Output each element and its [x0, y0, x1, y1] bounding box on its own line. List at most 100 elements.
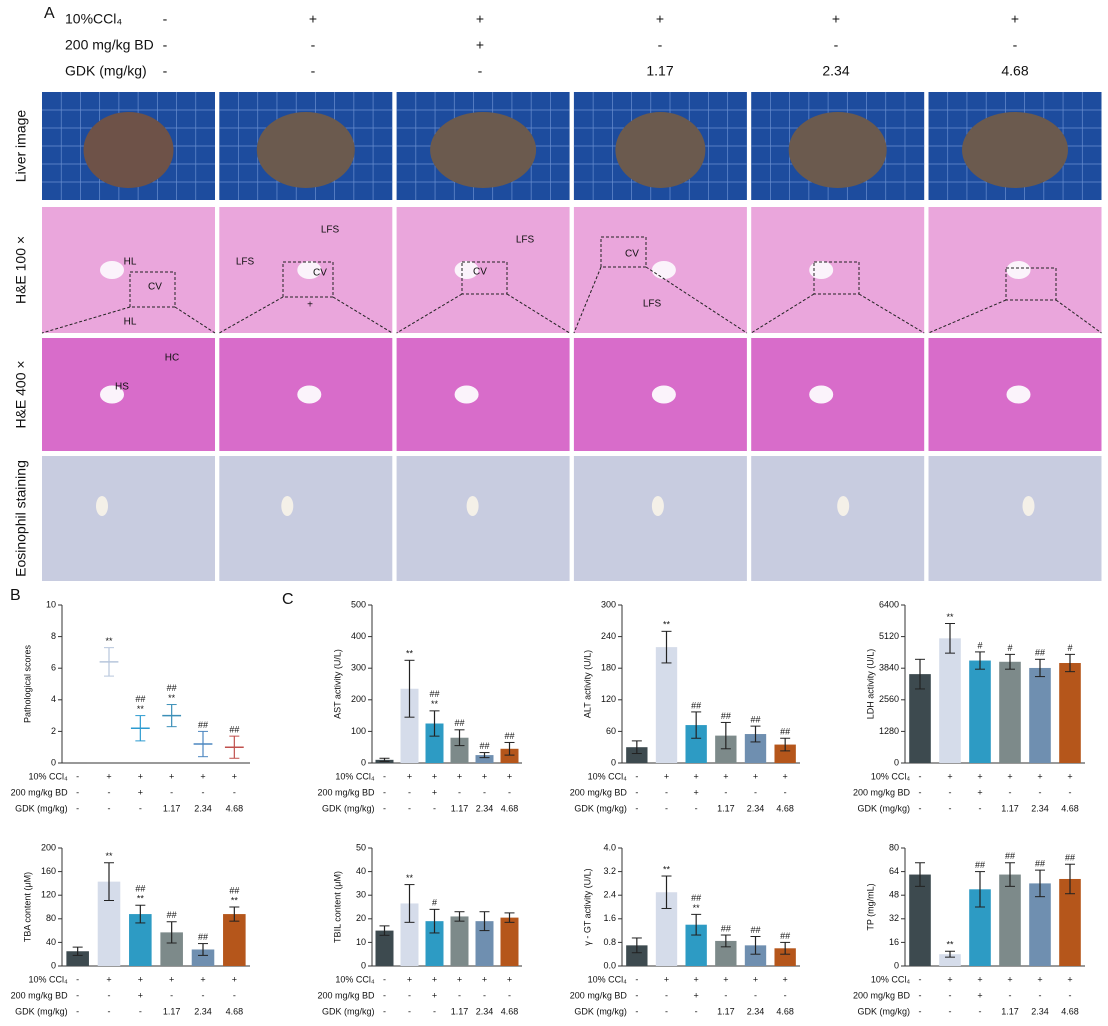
treatment-value: -	[108, 990, 111, 1000]
treatment-label: 10% CCl₄	[871, 771, 911, 781]
micrograph	[42, 207, 215, 333]
treatment-value: +	[432, 990, 437, 1000]
bar	[774, 948, 796, 966]
treatment-label: GDK (mg/kg)	[857, 1006, 910, 1016]
treatment-value: 1.17	[451, 803, 469, 813]
treatment-value: +	[507, 771, 512, 781]
treatment-value: +	[723, 771, 728, 781]
liver	[615, 112, 706, 188]
treatment-value: -	[1069, 787, 1072, 797]
significance-label: ##	[721, 923, 731, 933]
treatment-value: +	[200, 974, 205, 984]
row-label: Eosinophil staining	[13, 460, 29, 577]
significance-label: ##	[198, 932, 208, 942]
treatment-value: -	[665, 803, 668, 813]
treatment-value: 2.34	[822, 63, 849, 79]
treatment-label: GDK (mg/kg)	[65, 63, 147, 79]
treatment-value: -	[949, 990, 952, 1000]
bar	[425, 921, 444, 966]
y-tick-label: 120	[601, 694, 616, 704]
bar	[685, 725, 707, 763]
treatment-value: -	[658, 37, 663, 53]
y-axis-label: ALT activity (U/L)	[582, 650, 592, 718]
treatment-value: -	[233, 787, 236, 797]
treatment-label: 10% CCl₄	[588, 771, 628, 781]
treatment-value: 1.17	[451, 1006, 469, 1016]
treatment-value: +	[783, 771, 788, 781]
bar	[909, 874, 931, 966]
micrograph	[751, 338, 925, 451]
y-tick-label: 100	[351, 726, 366, 736]
significance-label: **	[406, 649, 414, 659]
treatment-value: +	[977, 787, 982, 797]
bar	[909, 674, 931, 763]
significance-label: **	[105, 851, 113, 861]
bar	[969, 660, 991, 763]
treatment-value: -	[383, 771, 386, 781]
vessel	[281, 496, 294, 516]
treatment-value: +	[977, 974, 982, 984]
y-tick-label: 1280	[879, 726, 899, 736]
zoom-box	[1005, 267, 1057, 301]
zoom-line	[41, 306, 131, 334]
treatment-value: -	[163, 37, 168, 53]
y-tick-label: 120	[41, 890, 56, 900]
treatment-value: -	[383, 974, 386, 984]
treatment-value: -	[139, 803, 142, 813]
treatment-label: 200 mg/kg BD	[317, 787, 375, 797]
treatment-value: +	[947, 974, 952, 984]
treatment-label: 10%CCl₄	[65, 11, 122, 27]
treatment-value: -	[949, 803, 952, 813]
bar	[744, 945, 767, 966]
significance-label: ##	[780, 727, 790, 737]
treatment-label: GDK (mg/kg)	[574, 1006, 627, 1016]
micrograph	[219, 456, 393, 581]
treatment-value: -	[1069, 990, 1072, 1000]
y-tick-label: 180	[601, 663, 616, 673]
zoom-box	[600, 236, 647, 268]
treatment-value: +	[977, 990, 982, 1000]
treatment-value: +	[432, 974, 437, 984]
treatment-label: 200 mg/kg BD	[11, 787, 69, 797]
treatment-value: +	[783, 974, 788, 984]
zoom-line	[174, 306, 216, 334]
treatment-value: 1.17	[646, 63, 673, 79]
treatment-value: +	[407, 771, 412, 781]
treatment-value: -	[695, 1006, 698, 1016]
treatment-value: 2.34	[747, 1006, 765, 1016]
y-tick-label: 8	[51, 631, 56, 641]
treatment-value: -	[1009, 787, 1012, 797]
treatment-value: -	[754, 787, 757, 797]
significance-label: ##	[429, 689, 439, 699]
bar	[969, 889, 991, 966]
y-tick-label: 240	[601, 631, 616, 641]
bar	[450, 916, 469, 966]
treatment-value: -	[108, 787, 111, 797]
significance-label: **	[231, 895, 239, 905]
treatment-value: +	[407, 974, 412, 984]
image-annotation: HL	[124, 257, 137, 268]
treatment-value: -	[76, 771, 79, 781]
treatment-value: +	[1011, 11, 1019, 27]
image-annotation: HS	[115, 382, 129, 393]
significance-label: **	[431, 699, 439, 709]
treatment-label: 10% CCl₄	[28, 974, 68, 984]
treatment-value: +	[476, 37, 484, 53]
y-tick-label: 5120	[879, 631, 899, 641]
treatment-label: 200 mg/kg BD	[570, 990, 628, 1000]
y-tick-label: 0.0	[603, 960, 616, 970]
treatment-value: -	[635, 990, 638, 1000]
y-tick-label: 0	[51, 757, 56, 767]
treatment-value: -	[139, 1006, 142, 1016]
y-tick-label: 200	[351, 694, 366, 704]
treatment-value: -	[508, 990, 511, 1000]
panel-label: C	[282, 591, 294, 608]
significance-label: #	[1067, 643, 1072, 653]
treatment-value: -	[76, 787, 79, 797]
treatment-value: 2.34	[747, 803, 765, 813]
vessel	[1006, 385, 1031, 404]
bar	[1029, 667, 1051, 763]
treatment-value: +	[753, 974, 758, 984]
vessel	[651, 385, 676, 404]
treatment-value: +	[723, 974, 728, 984]
